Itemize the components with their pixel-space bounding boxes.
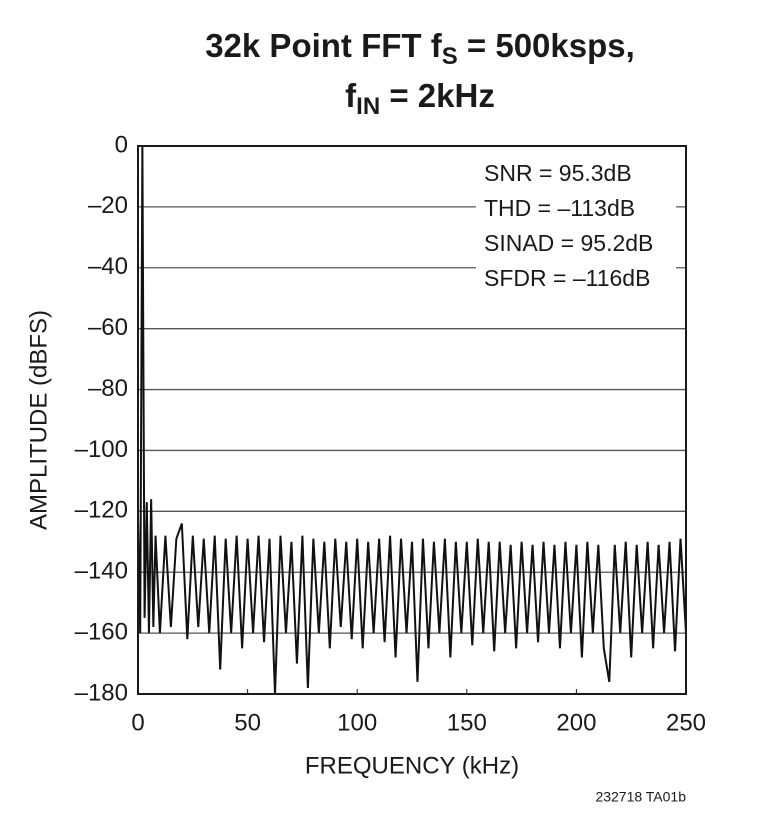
footnote: 232718 TA01b [595,789,686,805]
y-tick-label: –140 [75,558,128,585]
y-tick-label: –60 [88,314,128,341]
chart-title: fIN = 2kHz [345,77,495,121]
x-tick-label: 150 [447,709,487,736]
x-tick-label: 0 [131,709,144,736]
x-tick-label: 100 [337,709,377,736]
y-tick-label: –160 [75,618,128,645]
y-tick-label: 0 [115,131,128,158]
chart-title: 32k Point FFT fS = 500ksps, [205,27,635,71]
plot-frame [137,145,687,695]
spectrum-line [137,145,687,695]
y-tick-label: –120 [75,497,128,524]
x-tick-label: 50 [234,709,261,736]
y-tick-label: –20 [88,192,128,219]
annotation: SFDR = –116dB [484,265,650,291]
y-tick-label: –80 [88,375,128,402]
x-axis-label: FREQUENCY (kHz) [305,752,519,779]
annotation: THD = –113dB [484,195,635,221]
x-tick-label: 250 [666,709,706,736]
y-tick-label: –40 [88,253,128,280]
annotations: SNR = 95.3dB THD = –113dB SINAD = 95.2dB SF… [484,160,653,291]
y-tick-label: –100 [75,436,128,463]
annotation-box [476,156,676,294]
x-tick-label: 200 [556,709,596,736]
annotation: SINAD = 95.2dB [484,230,653,256]
y-axis-label: AMPLITUDE (dBFS) [25,310,52,530]
annotation: SNR = 95.3dB [484,160,632,186]
plot [137,145,687,695]
y-tick-label: –180 [75,679,128,706]
